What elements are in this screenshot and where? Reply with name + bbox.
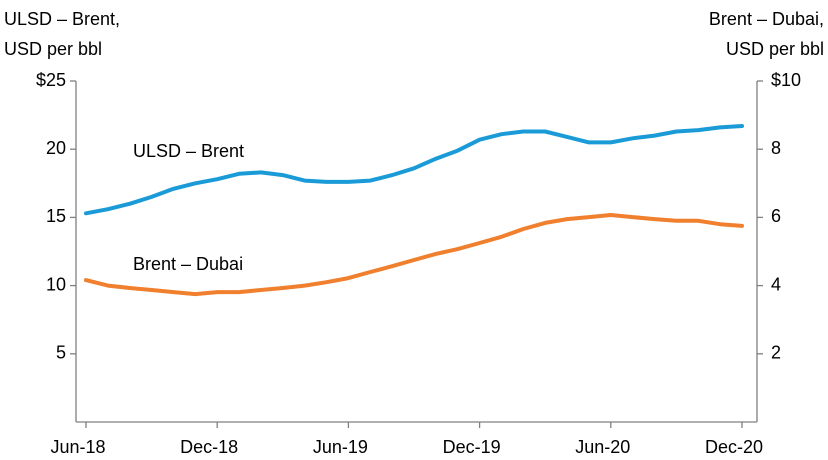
series-line xyxy=(84,213,744,297)
y2-tick-label: $10 xyxy=(771,70,801,90)
y2-tick-label: 8 xyxy=(771,138,781,158)
x-tick-label: Jun-19 xyxy=(313,437,368,457)
y2-axis-title-line: USD per bbl xyxy=(726,39,824,59)
y-axis-title-line: ULSD – Brent, xyxy=(4,9,120,29)
y2-axis-title-line: Brent – Dubai, xyxy=(709,9,824,29)
y-tick-label: $25 xyxy=(36,70,66,90)
y-axis-title-line: USD per bbl xyxy=(4,39,102,59)
series-line xyxy=(84,124,744,216)
y-tick-label: 10 xyxy=(46,274,66,294)
x-tick-label: Dec-18 xyxy=(180,437,238,457)
y-tick-label: 5 xyxy=(56,343,66,363)
x-tick-label: Jun-18 xyxy=(50,437,105,457)
y2-tick-label: 4 xyxy=(771,274,781,294)
y2-tick-label: 2 xyxy=(771,343,781,363)
series-label: Brent – Dubai xyxy=(133,254,243,274)
series-label: ULSD – Brent xyxy=(133,141,244,161)
y2-tick-label: 6 xyxy=(771,206,781,226)
x-tick-label: Jun-20 xyxy=(575,437,630,457)
y-tick-label: 15 xyxy=(46,206,66,226)
y-tick-label: 20 xyxy=(46,138,66,158)
x-tick-label: Dec-19 xyxy=(443,437,501,457)
x-tick-label: Dec-20 xyxy=(705,437,763,457)
